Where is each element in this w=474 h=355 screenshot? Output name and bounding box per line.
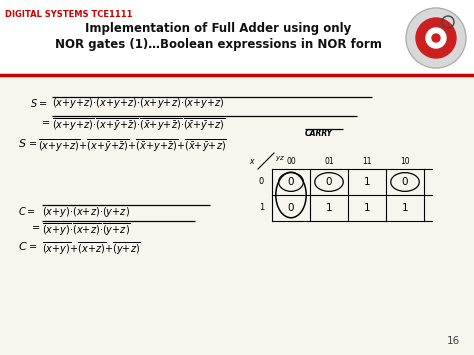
Text: $\overline{(x{+}y{+}z)}{\cdot}\overline{(x{+}\bar{y}{+}\bar{z})}{\cdot}\overline: $\overline{(x{+}y{+}z)}{\cdot}\overline{… xyxy=(52,116,226,133)
Circle shape xyxy=(432,34,440,42)
Text: 00: 00 xyxy=(286,157,296,166)
Circle shape xyxy=(2,277,48,323)
Circle shape xyxy=(406,8,466,68)
Text: NOR gates (1)…Boolean expressions in NOR form: NOR gates (1)…Boolean expressions in NOR… xyxy=(55,38,382,51)
Text: 0: 0 xyxy=(288,177,294,187)
Text: Implementation of Full Adder using only: Implementation of Full Adder using only xyxy=(85,22,351,35)
Text: $S=$: $S=$ xyxy=(30,97,47,109)
Text: 10: 10 xyxy=(400,157,410,166)
Bar xyxy=(0,0,474,78)
Text: 1: 1 xyxy=(326,203,332,213)
Text: $S$: $S$ xyxy=(18,137,27,149)
Circle shape xyxy=(0,265,60,335)
Text: 01: 01 xyxy=(324,157,334,166)
Text: 1: 1 xyxy=(259,203,264,213)
Circle shape xyxy=(414,20,474,90)
Text: 1: 1 xyxy=(364,177,370,187)
Text: CARRY: CARRY xyxy=(305,129,333,138)
Text: 16: 16 xyxy=(447,336,460,346)
Text: $(x{+}y{+}z){\cdot}(x{+}\bar{y}{+}\bar{z}){\cdot}(\bar{x}{+}y{+}\bar{z}){\cdot}(: $(x{+}y{+}z){\cdot}(x{+}\bar{y}{+}\bar{z… xyxy=(52,97,225,111)
Text: 0: 0 xyxy=(402,177,408,187)
Bar xyxy=(0,75,474,355)
Text: $=$: $=$ xyxy=(40,116,51,126)
Circle shape xyxy=(0,20,60,90)
Text: DIGITAL SYSTEMS TCE1111: DIGITAL SYSTEMS TCE1111 xyxy=(5,10,133,19)
Text: $(x{+}y){\cdot}(x{+}z){\cdot}(y{+}z)$: $(x{+}y){\cdot}(x{+}z){\cdot}(y{+}z)$ xyxy=(42,205,130,219)
Text: 1: 1 xyxy=(364,203,370,213)
Circle shape xyxy=(426,28,446,48)
Text: $=$: $=$ xyxy=(30,221,41,231)
Circle shape xyxy=(2,32,48,78)
Text: $=$: $=$ xyxy=(27,137,38,147)
Text: $x$: $x$ xyxy=(249,157,256,166)
Circle shape xyxy=(426,277,472,323)
Text: 0: 0 xyxy=(326,177,332,187)
Text: $C$: $C$ xyxy=(18,240,28,252)
Text: 0: 0 xyxy=(259,178,264,186)
Text: $=$: $=$ xyxy=(27,240,38,250)
Text: $\overline{(x{+}y)}{\cdot}\overline{(x{+}z)}{\cdot}\overline{(y{+}z)}$: $\overline{(x{+}y)}{\cdot}\overline{(x{+… xyxy=(42,221,131,238)
Text: 0: 0 xyxy=(288,203,294,213)
Circle shape xyxy=(416,18,456,58)
Text: $yz$: $yz$ xyxy=(275,154,285,163)
Text: $\overline{(x{+}y{+}z)}{+}\overline{(x{+}\bar{y}{+}\bar{z})}{+}\overline{(\bar{x: $\overline{(x{+}y{+}z)}{+}\overline{(x{+… xyxy=(38,137,227,154)
Text: $\overline{(x{+}y)}{+}\overline{(x{+}z)}{+}\overline{(y{+}z)}$: $\overline{(x{+}y)}{+}\overline{(x{+}z)}… xyxy=(42,240,141,257)
Text: 11: 11 xyxy=(362,157,372,166)
Text: 1: 1 xyxy=(401,203,408,213)
Circle shape xyxy=(414,265,474,335)
Text: $C=$: $C=$ xyxy=(18,205,36,217)
Circle shape xyxy=(426,32,472,78)
